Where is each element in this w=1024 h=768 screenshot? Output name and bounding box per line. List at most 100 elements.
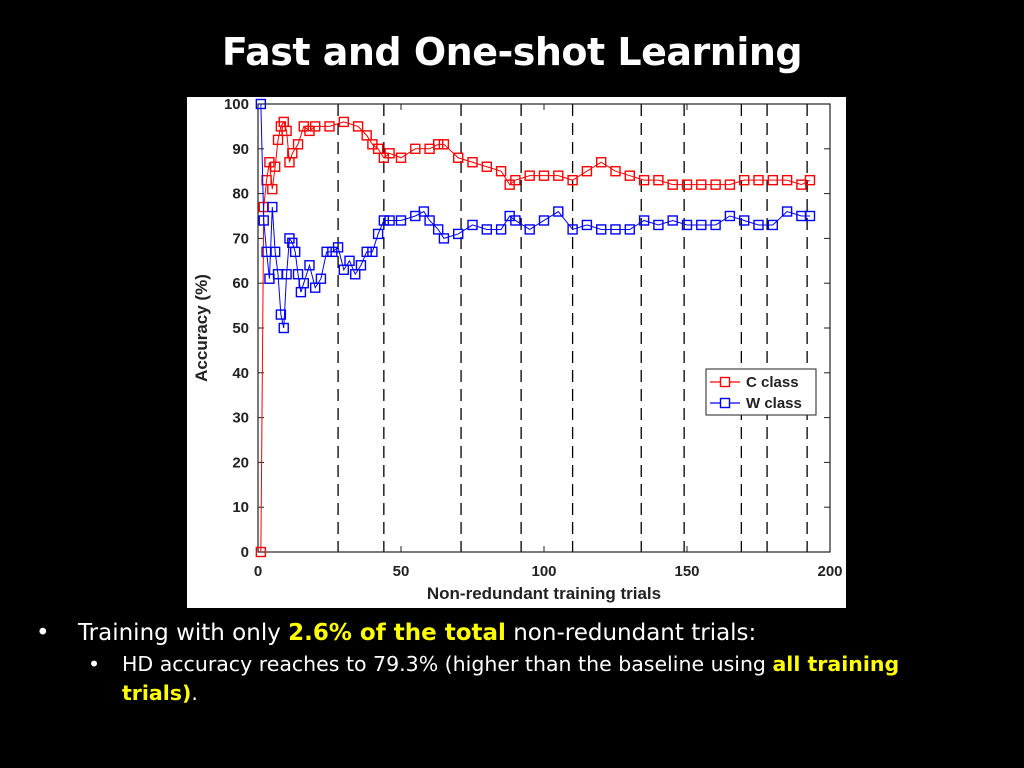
series-marker xyxy=(453,152,464,163)
series-marker xyxy=(424,215,435,226)
series-marker xyxy=(453,228,464,240)
x-tick-label: 200 xyxy=(817,563,842,580)
series-marker xyxy=(624,170,635,181)
series-marker xyxy=(287,148,298,159)
series-marker xyxy=(524,224,535,235)
series-marker xyxy=(596,157,607,168)
series-marker xyxy=(653,174,664,186)
series-marker xyxy=(255,98,267,110)
y-tick-label: 40 xyxy=(232,365,249,382)
series-marker xyxy=(681,219,693,231)
series-marker xyxy=(384,215,395,226)
y-tick-label: 50 xyxy=(232,320,249,337)
series-marker xyxy=(804,174,816,186)
series-marker xyxy=(524,170,535,181)
series-marker xyxy=(432,224,444,235)
accuracy-chart: 0 10 20 30 40 50 60 70 80 90 100 0 50 100 150 200 Non-re… xyxy=(187,97,846,608)
bullet-level-1: • Training with only 2.6% of the total n… xyxy=(36,620,968,646)
series-marker xyxy=(467,219,478,231)
series-marker xyxy=(495,224,507,235)
series-marker xyxy=(432,139,444,150)
series-marker xyxy=(653,219,664,231)
x-tick-label: 150 xyxy=(674,563,699,580)
series-marker xyxy=(281,125,292,137)
series-marker xyxy=(538,215,550,226)
series-marker xyxy=(384,148,395,159)
y-tick-label: 20 xyxy=(232,454,249,471)
series-marker xyxy=(275,309,287,320)
series-marker xyxy=(269,161,281,172)
bullet-text-pre: HD accuracy reaches to 79.3% (higher tha… xyxy=(122,652,773,676)
series-marker xyxy=(553,206,564,217)
series-marker xyxy=(567,224,578,235)
bullet-text-post: . xyxy=(191,681,198,705)
y-tick-label: 100 xyxy=(224,97,249,113)
legend-marker xyxy=(719,397,731,409)
series-marker xyxy=(267,183,278,195)
bullet-highlight: all training trials) xyxy=(122,652,900,705)
series-marker xyxy=(724,179,736,190)
series-marker xyxy=(481,224,492,235)
series-marker xyxy=(372,228,384,240)
series-marker xyxy=(610,165,621,177)
y-tick-label: 70 xyxy=(232,230,249,247)
series-marker xyxy=(739,174,750,186)
series-marker xyxy=(315,273,327,284)
y-tick-label: 80 xyxy=(232,186,249,203)
y-tick-label: 90 xyxy=(232,141,249,158)
series-marker xyxy=(696,179,707,190)
series-marker xyxy=(581,219,593,231)
series-marker xyxy=(804,210,816,222)
series-line xyxy=(260,120,811,553)
series-marker xyxy=(781,206,793,217)
legend-marker xyxy=(719,376,731,388)
slide-title: Fast and One-shot Learning xyxy=(221,30,803,74)
series-marker xyxy=(352,121,364,132)
series-marker xyxy=(681,179,693,190)
series-marker xyxy=(438,233,450,244)
series-marker xyxy=(361,246,372,258)
series-marker xyxy=(624,224,635,235)
bullet-text: Training with only 2.6% of the total non… xyxy=(78,620,756,646)
series-marker xyxy=(696,219,707,231)
bullet-text-post: non-redundant trials: xyxy=(505,620,757,646)
legend-label: W class xyxy=(746,395,802,412)
series-marker xyxy=(410,143,421,154)
series-marker xyxy=(467,157,478,168)
y-axis-label: Accuracy (%) xyxy=(192,274,211,382)
series-marker xyxy=(378,215,390,226)
series-marker xyxy=(292,139,304,150)
y-tick-label: 0 xyxy=(241,544,249,561)
series-marker xyxy=(481,161,492,172)
series-marker xyxy=(355,260,367,271)
series-marker xyxy=(538,170,550,181)
series-marker xyxy=(638,215,650,226)
series-marker xyxy=(510,174,521,186)
series-marker xyxy=(610,224,621,235)
series-marker xyxy=(596,224,607,235)
series-marker xyxy=(567,174,578,186)
x-axis-label: Non-redundant training trials xyxy=(427,584,661,603)
series-marker xyxy=(367,246,378,258)
series-marker xyxy=(258,215,269,226)
series-marker xyxy=(710,219,721,231)
series-marker xyxy=(344,255,355,267)
series-marker xyxy=(667,215,678,226)
y-tick-label: 60 xyxy=(232,275,249,292)
series-marker xyxy=(255,546,267,558)
series-marker xyxy=(510,215,521,226)
series-marker xyxy=(321,246,332,258)
bullet-text-pre: Training with only xyxy=(78,620,289,646)
y-tick-label: 30 xyxy=(232,410,249,427)
series-marker xyxy=(350,269,361,280)
series-marker xyxy=(667,179,678,190)
series-marker xyxy=(638,174,650,186)
series-marker xyxy=(495,165,507,177)
series-marker xyxy=(289,246,301,258)
series-marker xyxy=(361,130,372,141)
series-marker xyxy=(767,219,778,231)
bullet-text: HD accuracy reaches to 79.3% (higher tha… xyxy=(122,650,968,708)
series-marker xyxy=(272,134,284,146)
series-marker xyxy=(753,219,764,231)
x-tick-label: 0 xyxy=(254,563,262,580)
